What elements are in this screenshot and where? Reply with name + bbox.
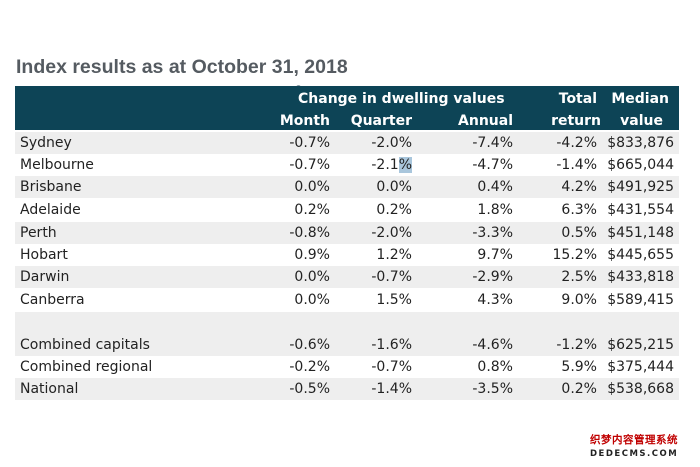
row-name: Brisbane: [20, 179, 82, 195]
cell-median: $833,876: [607, 135, 674, 151]
row-name: Hobart: [20, 247, 68, 263]
cell-total: 0.2%: [561, 381, 597, 397]
cell-month: 0.2%: [294, 202, 330, 218]
cell-month: -0.2%: [289, 359, 330, 375]
table-row-combined-regional: Combined regional -0.2% -0.7% 0.8% 5.9% …: [15, 356, 679, 378]
cell-quarter: 0.2%: [376, 202, 412, 218]
cell-month: -0.7%: [289, 135, 330, 151]
cell-quarter: -0.7%: [371, 359, 412, 375]
row-name: Darwin: [20, 269, 70, 285]
header-median-line1: Median: [611, 91, 669, 107]
cell-annual: 1.8%: [477, 202, 513, 218]
cell-total: 15.2%: [552, 247, 597, 263]
table-row-hobart: Hobart 0.9% 1.2% 9.7% 15.2% $445,655: [15, 244, 679, 266]
row-name: National: [20, 381, 79, 397]
cell-total: 2.5%: [561, 269, 597, 285]
cell-median: $625,215: [607, 337, 674, 353]
table-row-national: National -0.5% -1.4% -3.5% 0.2% $538,668: [15, 378, 679, 400]
watermark-logo: 织梦内容管理系统 DEDECMS.COM: [590, 432, 690, 459]
table-spacer-row: [15, 312, 679, 334]
header-quarter: Quarter: [350, 113, 412, 129]
cell-annual: -3.5%: [472, 381, 513, 397]
watermark-line1: 织梦内容管理系统: [590, 434, 678, 446]
cell-month: -0.6%: [289, 337, 330, 353]
cell-month: 0.0%: [294, 179, 330, 195]
header-month: Month: [279, 113, 330, 129]
cell-total: 4.2%: [561, 179, 597, 195]
cell-quarter: 0.0%: [376, 179, 412, 195]
cell-median: $451,148: [607, 225, 674, 241]
cell-total: -1.4%: [556, 157, 597, 173]
cell-total: 6.3%: [561, 202, 597, 218]
cell-quarter: 1.5%: [376, 292, 412, 308]
header-median-line2: value: [620, 113, 663, 129]
cell-quarter: -0.7%: [371, 269, 412, 285]
cell-total: -1.2%: [556, 337, 597, 353]
row-name: Melbourne: [20, 157, 94, 173]
cell-median: $431,554: [607, 202, 674, 218]
cell-median: $491,925: [607, 179, 674, 195]
cell-quarter: -1.4%: [371, 381, 412, 397]
cell-quarter: -1.6%: [371, 337, 412, 353]
cell-month: -0.7%: [289, 157, 330, 173]
cell-total: 0.5%: [561, 225, 597, 241]
cell-total: -4.2%: [556, 135, 597, 151]
table-row-sydney: Sydney -0.7% -2.0% -7.4% -4.2% $833,876: [15, 132, 679, 154]
cell-annual: -4.6%: [472, 337, 513, 353]
cell-median: $538,668: [607, 381, 674, 397]
table-row-combined-capitals: Combined capitals -0.6% -1.6% -4.6% -1.2…: [15, 334, 679, 356]
table-row-perth: Perth -0.8% -2.0% -3.3% 0.5% $451,148: [15, 222, 679, 244]
watermark-line2: DEDECMS.COM: [590, 449, 679, 459]
text-selection-highlight[interactable]: %: [398, 157, 412, 173]
row-name: Sydney: [20, 135, 72, 151]
cell-median: $433,818: [607, 269, 674, 285]
cell-median: $589,415: [607, 292, 674, 308]
row-name: Adelaide: [20, 202, 81, 218]
cell-annual: 0.8%: [477, 359, 513, 375]
table-row-canberra: Canberra 0.0% 1.5% 4.3% 9.0% $589,415: [15, 289, 679, 311]
header-annual: Annual: [458, 113, 513, 129]
cell-month: -0.5%: [289, 381, 330, 397]
header-total-line2: return: [551, 113, 601, 129]
page-title: Index results as at October 31, 2018: [16, 56, 348, 78]
table-row-adelaide: Adelaide 0.2% 0.2% 1.8% 6.3% $431,554: [15, 199, 679, 221]
cell-annual: -4.7%: [472, 157, 513, 173]
cell-median: $665,044: [607, 157, 674, 173]
cell-quarter: -2.0%: [371, 225, 412, 241]
cell-total: 5.9%: [561, 359, 597, 375]
table-row-melbourne: Melbourne -0.7% -2.1% -4.7% -1.4% $665,0…: [15, 154, 679, 176]
cell-total: 9.0%: [561, 292, 597, 308]
cell-annual: -7.4%: [472, 135, 513, 151]
table-header: Change in dwelling values Month Quarter …: [15, 86, 679, 130]
header-total-line1: Total: [558, 91, 597, 107]
cell-median: $375,444: [607, 359, 674, 375]
cell-annual: -2.9%: [472, 269, 513, 285]
header-group-change: Change in dwelling values: [298, 91, 505, 107]
cell-month: -0.8%: [289, 225, 330, 241]
cell-annual: 9.7%: [477, 247, 513, 263]
cell-quarter[interactable]: -2.1%: [371, 154, 412, 176]
cell-month: 0.9%: [294, 247, 330, 263]
cell-annual: 0.4%: [477, 179, 513, 195]
row-name: Combined regional: [20, 359, 153, 375]
cell-quarter-text: -2.1: [371, 157, 399, 173]
cell-quarter: -2.0%: [371, 135, 412, 151]
cell-median: $445,655: [607, 247, 674, 263]
cell-quarter: 1.2%: [376, 247, 412, 263]
row-name: Perth: [20, 225, 57, 241]
cell-month: 0.0%: [294, 292, 330, 308]
cell-annual: -3.3%: [472, 225, 513, 241]
table-row-brisbane: Brisbane 0.0% 0.0% 0.4% 4.2% $491,925: [15, 176, 679, 198]
row-name: Combined capitals: [20, 337, 150, 353]
cell-annual: 4.3%: [477, 292, 513, 308]
row-name: Canberra: [20, 292, 85, 308]
cell-month: 0.0%: [294, 269, 330, 285]
table-row-darwin: Darwin 0.0% -0.7% -2.9% 2.5% $433,818: [15, 266, 679, 288]
